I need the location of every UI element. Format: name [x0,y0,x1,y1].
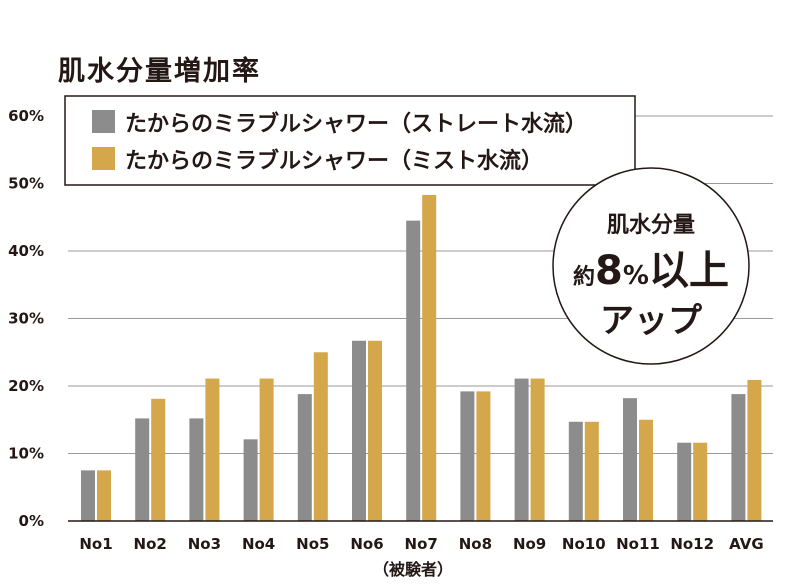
x-tick-label: No12 [670,535,714,553]
bar-mist-no7 [422,194,437,521]
bar-straight-no12 [677,442,692,521]
annotation-prefix: 約 [573,264,595,290]
bar-mist-no4 [259,378,274,521]
y-axis-ticks: 0% 10% 20% 30% 40% 50% 60% [8,107,44,530]
chart-title: 肌水分量増加率 [58,55,261,87]
annotation-number: 8 [595,248,623,294]
x-tick-label: No8 [459,535,492,553]
y-tick-label: 20% [8,377,44,395]
annotation-line3: アップ [600,301,702,341]
bar-straight-avg [731,394,746,521]
annotation-line2: 約8%以上 [573,248,729,294]
legend-box [64,95,636,186]
annotation-badge: 肌水分量 約8%以上 アップ [552,167,750,365]
x-axis-label: （被験者） [373,560,453,579]
x-tick-label: AVG [729,535,764,553]
x-tick-label: No11 [616,535,660,553]
y-tick-label: 30% [8,310,44,328]
bar-mist-no1 [97,470,111,521]
x-tick-label: No9 [513,535,546,553]
y-tick-label: 40% [8,242,44,260]
bar-mist-no8 [476,391,491,521]
x-tick-label: No2 [134,535,167,553]
bars [81,194,762,521]
bar-straight-no2 [135,418,150,521]
y-tick-label: 10% [8,445,44,463]
legend-swatch-straight [92,110,115,133]
bar-mist-no2 [151,398,166,521]
annotation-line1: 肌水分量 [607,213,695,238]
bar-mist-no6 [368,340,382,521]
x-tick-label: No10 [562,535,606,553]
x-tick-label: No1 [79,535,112,553]
bar-mist-no12 [693,442,708,521]
bar-straight-no3 [189,418,204,521]
bar-straight-no8 [460,391,475,521]
x-tick-label: No6 [350,535,383,553]
legend-label-mist: たからのミラブルシャワー（ミスト水流） [125,148,543,174]
x-tick-label: No3 [188,535,221,553]
legend-label-straight: たからのミラブルシャワー（ストレート水流） [125,111,587,137]
annotation-unit: % [623,261,649,291]
annotation-suffix: 以上 [649,248,729,294]
x-tick-label: No7 [405,535,438,553]
y-tick-label: 50% [8,175,44,193]
bar-straight-no4 [243,439,258,521]
annotation-circle [552,167,750,365]
bar-straight-no10 [568,421,583,521]
x-axis-ticks: No1 No2 No3 No4 No5 No6 No7 No8 No9 No10 No11 No12 A… [79,535,763,553]
bar-mist-no9 [530,378,545,521]
y-tick-label: 60% [8,107,44,125]
y-tick-label: 0% [19,512,44,530]
legend: たからのミラブルシャワー（ストレート水流） たからのミラブルシャワー（ミスト水流… [64,95,636,186]
bar-mist-no11 [639,419,653,521]
bar-straight-no1 [81,470,95,521]
bar-straight-no9 [514,378,529,521]
legend-swatch-mist [92,147,115,170]
bar-straight-no6 [352,340,366,521]
bar-mist-no5 [313,352,328,521]
bar-straight-no7 [406,220,421,521]
bar-mist-no10 [584,421,599,521]
bar-straight-no11 [623,398,637,521]
bar-straight-no5 [297,394,312,521]
x-tick-label: No5 [296,535,329,553]
bar-mist-no3 [205,378,220,521]
bar-mist-avg [747,379,762,521]
x-tick-label: No4 [242,535,275,553]
